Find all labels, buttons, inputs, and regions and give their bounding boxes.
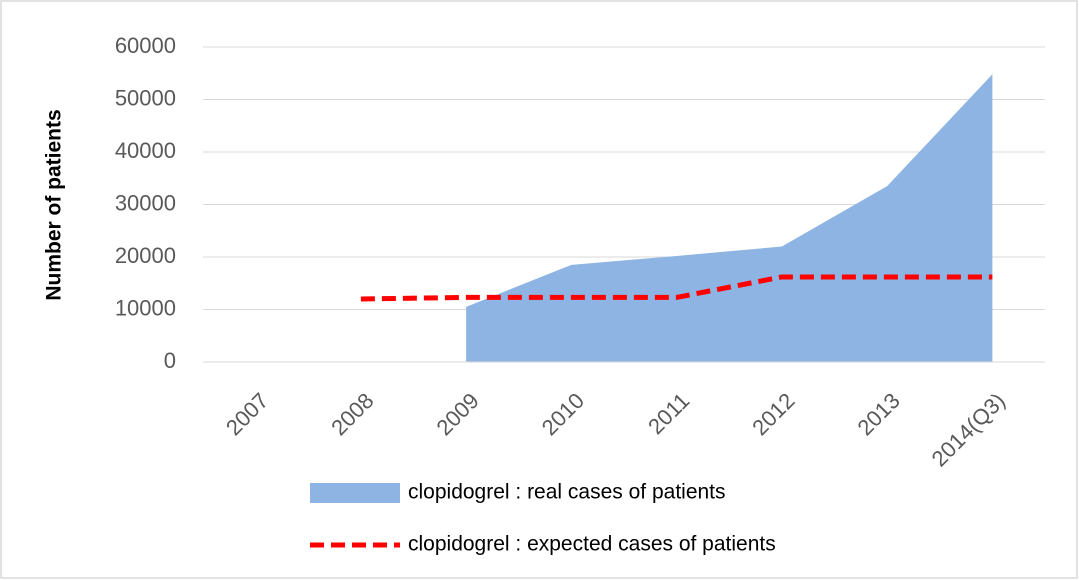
y-tick-label: 10000 (115, 295, 176, 320)
y-tick-label: 0 (164, 348, 176, 373)
line (360, 274, 993, 302)
y-axis-label: Number of patients (43, 109, 66, 300)
area (466, 74, 993, 363)
y-tick-label: 20000 (115, 243, 176, 268)
y-tick-label: 40000 (115, 138, 176, 163)
y-tick-label: 50000 (115, 85, 176, 110)
y-tick-label: 30000 (115, 190, 176, 215)
legend-label: clopidogrel : expected cases of patients (408, 533, 776, 556)
legend-swatch (310, 483, 400, 503)
y-tick-label: 60000 (115, 33, 176, 58)
legend-label: clopidogrel : real cases of patients (408, 481, 726, 504)
